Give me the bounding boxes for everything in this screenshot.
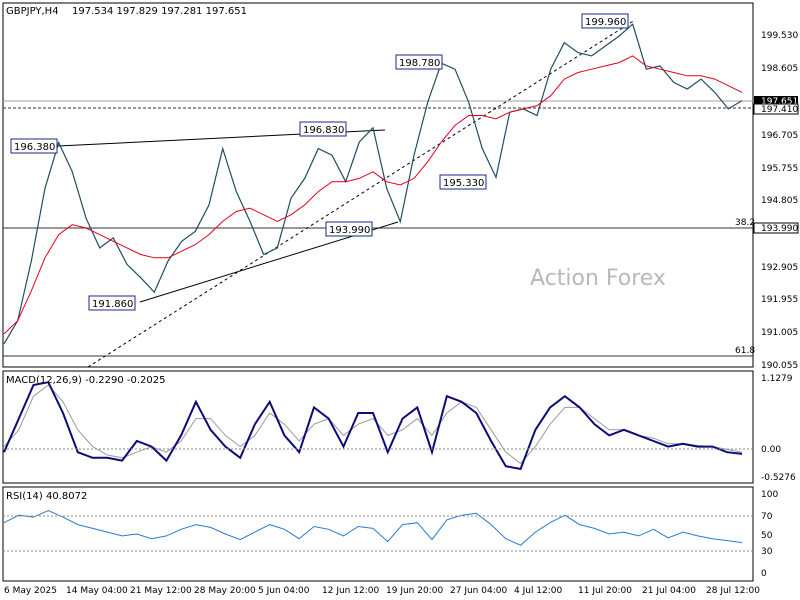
macd-panel-frame (2, 370, 754, 484)
y-tick-current: 197.651 (761, 97, 798, 107)
y-tick: 0.00 (761, 445, 781, 455)
x-axis: 6 May 2025 14 May 04:00 21 May 12:00 28 … (4, 586, 760, 596)
price-panel-frame (2, 2, 754, 368)
x-tick: 6 May 2025 (4, 586, 57, 596)
x-tick: 28 May 20:00 (194, 586, 256, 596)
annotation-text: 199.960 (585, 17, 626, 28)
annotation-box (325, 221, 373, 237)
x-tick: 19 Jun 20:00 (386, 586, 443, 596)
macd-y-axis: 1.1279 0.00 -0.5276 (761, 374, 796, 483)
rsi-title: RSI(14) 40.8072 (6, 491, 87, 502)
price-annotation-198780: 198.780 (395, 54, 443, 70)
y-tick: 196.705 (761, 131, 798, 141)
annotation-box (10, 138, 58, 154)
channel-trendline (87, 19, 636, 368)
macd-series (3, 381, 743, 471)
price-annotation-195330: 195.330 (439, 174, 487, 190)
annotation-box (299, 121, 347, 137)
price-line (3, 23, 743, 345)
x-tick: 28 Jul 12:00 (706, 586, 760, 596)
price-y-axis: 199.530 198.605 197.651 197.410 196.705 … (753, 31, 799, 371)
price-series (3, 23, 743, 345)
fib-38-2-label: 38.2 (735, 218, 755, 228)
rsi-y-axis: 100 70 50 30 0 (761, 490, 778, 579)
current-price-tag (754, 96, 798, 106)
y-tick: 100 (761, 490, 778, 500)
ohlc-values: 197.534 197.829 197.281 197.651 (72, 6, 247, 17)
moving-average (3, 55, 743, 335)
y-tick: 50 (761, 531, 773, 541)
annotation-text: 193.990 (329, 225, 370, 236)
annotation-text: 196.830 (303, 125, 344, 136)
price-annotation-196380: 196.380 (10, 138, 58, 154)
y-tick-fib: 193.990 (761, 224, 798, 234)
annotation-text: 195.330 (443, 178, 484, 189)
x-tick: 14 May 04:00 (66, 586, 128, 596)
y-tick: 199.530 (761, 31, 798, 41)
rsi-panel-frame (2, 486, 754, 582)
y-tick: 191.005 (761, 328, 798, 338)
rsi-series (3, 509, 743, 546)
y-tick-support: 197.410 (761, 105, 798, 115)
symbol-label: GBPJPY,H4 (6, 6, 59, 17)
y-tick: 194.805 (761, 196, 798, 206)
annotation-box (395, 54, 443, 70)
y-tick: 30 (761, 547, 773, 557)
price-annotation-193990: 193.990 (325, 221, 373, 237)
annotation-box (581, 13, 629, 29)
rsi-line (3, 509, 743, 546)
x-tick: 21 Jul 04:00 (642, 586, 696, 596)
annotation-box (88, 295, 136, 311)
price-annotation-196830: 196.830 (299, 121, 347, 137)
watermark: Action Forex (530, 266, 666, 291)
x-tick: 27 Jun 04:00 (450, 586, 507, 596)
y-tick: 1.1279 (761, 374, 793, 384)
x-tick: 11 Jul 20:00 (578, 586, 632, 596)
sma-line (3, 55, 743, 335)
x-tick: 5 Jun 04:00 (258, 586, 310, 596)
macd-title: MACD(12,26,9) -0.2290 -0.2025 (6, 375, 166, 386)
y-tick: 192.905 (761, 263, 798, 273)
x-tick: 21 May 12:00 (130, 586, 192, 596)
y-tick: 0 (761, 569, 767, 579)
x-tick: 12 Jun 12:00 (322, 586, 379, 596)
fib-61-8-label: 61.8 (735, 346, 755, 356)
price-annotation-199960: 199.960 (581, 13, 629, 29)
y-tick: 70 (761, 512, 773, 522)
annotation-text: 196.380 (14, 142, 55, 153)
macd-line (3, 381, 743, 471)
annotation-box (439, 174, 487, 190)
price-annotation-191860: 191.860 (88, 295, 136, 311)
y-tick: 198.605 (761, 64, 798, 74)
x-tick: 4 Jul 12:00 (514, 586, 563, 596)
annotation-text: 198.780 (399, 58, 440, 69)
y-tick: 195.755 (761, 164, 798, 174)
support-price-tag (753, 103, 799, 115)
macd-signal-line (3, 384, 743, 465)
fib-price-tag (753, 222, 799, 234)
y-tick: -0.5276 (761, 473, 796, 483)
y-tick: 190.055 (761, 361, 798, 371)
annotation-text: 191.860 (92, 299, 133, 310)
y-tick: 191.955 (761, 295, 798, 305)
